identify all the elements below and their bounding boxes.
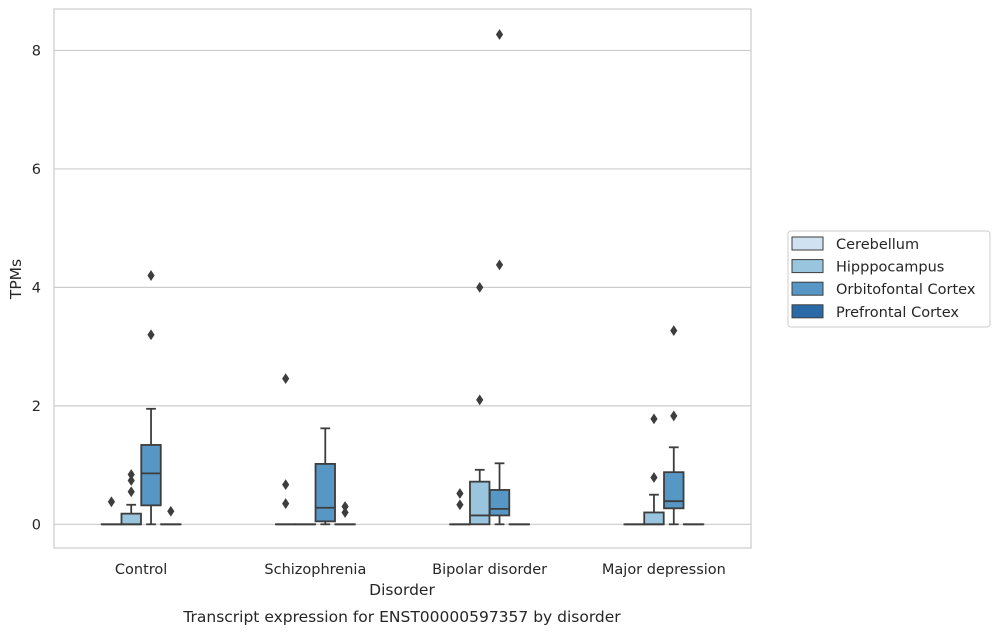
outlier-point xyxy=(282,373,290,384)
outlier-point xyxy=(670,325,678,337)
legend-label: Cerebellum xyxy=(836,237,919,253)
y-tick-label: 8 xyxy=(32,43,41,59)
plot-area-frame xyxy=(53,8,752,549)
outlier-point xyxy=(147,270,155,281)
box-group xyxy=(120,469,142,526)
x-axis-title: Disorder xyxy=(369,581,435,599)
outlier-point xyxy=(670,410,678,422)
box xyxy=(643,511,665,526)
box-group xyxy=(160,505,182,526)
box xyxy=(469,480,491,526)
outlier-point xyxy=(476,281,484,293)
box-group xyxy=(643,413,665,526)
y-axis-title: TPMs xyxy=(7,259,25,300)
outlier-point xyxy=(127,475,135,486)
outlier-point xyxy=(650,413,658,425)
legend: Cerebellum Hipppocampus Orbitofontal Corte… xyxy=(787,230,991,328)
legend-swatch xyxy=(791,259,824,274)
box-group xyxy=(334,501,356,526)
y-tick-label: 0 xyxy=(32,517,41,533)
box-group xyxy=(488,29,511,526)
box xyxy=(140,444,162,507)
box xyxy=(488,489,511,517)
box-group xyxy=(275,373,297,526)
legend-swatch xyxy=(791,236,824,251)
x-tick-label: Bipolar disorder xyxy=(432,562,547,578)
outlier-point xyxy=(282,479,290,491)
y-tick-label: 4 xyxy=(32,280,41,296)
outlier-point xyxy=(127,486,135,498)
x-tick-label: Major depression xyxy=(602,562,726,578)
legend-frame xyxy=(787,230,991,328)
chart-title: Transcript expression for ENST0000059735… xyxy=(182,608,621,626)
outlier-point xyxy=(456,499,464,511)
outlier-point xyxy=(476,394,484,406)
legend-swatch xyxy=(791,281,824,296)
outlier-point xyxy=(127,469,135,480)
outlier-point xyxy=(495,259,504,271)
legend-swatch xyxy=(791,304,824,319)
box-group xyxy=(100,496,123,526)
outlier-point xyxy=(147,329,155,341)
box xyxy=(663,471,685,510)
box-group xyxy=(140,270,162,526)
box xyxy=(120,512,142,526)
y-tick-label: 6 xyxy=(32,162,41,178)
outlier-point xyxy=(456,488,464,499)
outlier-point xyxy=(282,498,290,509)
box-layer xyxy=(100,29,705,526)
outlier-point xyxy=(167,505,175,517)
outlier-point xyxy=(341,501,349,512)
box xyxy=(314,462,336,523)
outlier-point xyxy=(341,507,349,518)
box-group xyxy=(469,281,491,526)
box-group xyxy=(314,427,336,526)
outlier-point xyxy=(495,29,504,40)
legend-label: Prefrontal Cortex xyxy=(836,305,959,321)
legend-label: Orbitofontal Cortex xyxy=(836,282,976,298)
outlier-point xyxy=(107,496,116,508)
box-group xyxy=(449,488,471,526)
box-group xyxy=(663,325,685,526)
y-tick-label: 2 xyxy=(32,399,41,415)
legend-label: Hipppocampus xyxy=(836,260,944,276)
outlier-point xyxy=(650,472,658,483)
x-axis-ticks: Control Schizophrenia Bipolar disorder Majo… xyxy=(115,562,726,578)
x-tick-label: Schizophrenia xyxy=(264,562,366,578)
x-tick-label: Control xyxy=(115,562,167,578)
y-axis-ticks: 0 2 4 6 8 xyxy=(32,43,41,533)
